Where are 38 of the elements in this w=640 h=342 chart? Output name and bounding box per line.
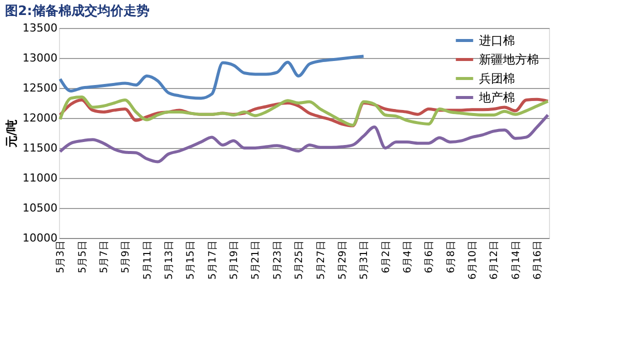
x-tick-label: 5月23日 (272, 240, 284, 280)
y-tick-label: 13500 (22, 22, 58, 34)
line-series (58, 114, 550, 164)
x-tick-label: 5月29日 (337, 240, 348, 280)
x-tick-label: 5月27日 (316, 240, 327, 280)
x-tick-label: 5月21日 (250, 240, 262, 280)
y-tick-label: 12500 (22, 82, 58, 94)
x-tick-label: 6月8日 (446, 240, 457, 274)
x-tick-label: 5月7日 (98, 240, 110, 274)
legend-label: 地产棉 (478, 90, 515, 104)
y-tick-label: 11500 (22, 142, 58, 154)
x-tick-label: 5月15日 (186, 240, 197, 280)
x-tick-label: 6月4日 (402, 240, 414, 274)
line-series (58, 54, 366, 100)
x-tick-label: 6月10日 (468, 240, 479, 280)
y-tick-label: 11000 (22, 172, 58, 184)
y-tick-label: 12000 (22, 112, 58, 124)
x-tick-label: 6月16日 (532, 240, 544, 280)
x-tick-label: 5月31日 (359, 240, 370, 280)
y-tick-label: 10500 (22, 202, 58, 214)
x-tick-label: 5月3日 (56, 240, 67, 274)
y-tick-label: 13000 (22, 52, 58, 64)
x-tick-label: 5月13日 (164, 240, 175, 280)
legend-label: 兵团棉 (479, 72, 515, 86)
y-axis-title: 元/吨 (4, 119, 19, 149)
legend-label: 新疆地方棉 (479, 52, 539, 66)
x-tick-label: 6月14日 (510, 240, 522, 280)
x-tick-label: 5月9日 (120, 240, 132, 274)
x-tick-label: 6月6日 (424, 240, 436, 274)
x-tick-label: 5月11日 (142, 240, 154, 280)
chart-title: 图2:储备棉成交均价走势 (5, 3, 150, 19)
x-tick-label: 6月2日 (380, 240, 392, 274)
x-tick-label: 5月17日 (207, 240, 218, 280)
x-tick-label: 5月19日 (229, 240, 240, 280)
x-tick-label: 5月5日 (77, 240, 88, 274)
x-tick-label: 6月12日 (489, 240, 500, 280)
legend-label: 进口棉 (479, 34, 515, 48)
x-tick-label: 5月25日 (294, 240, 306, 280)
